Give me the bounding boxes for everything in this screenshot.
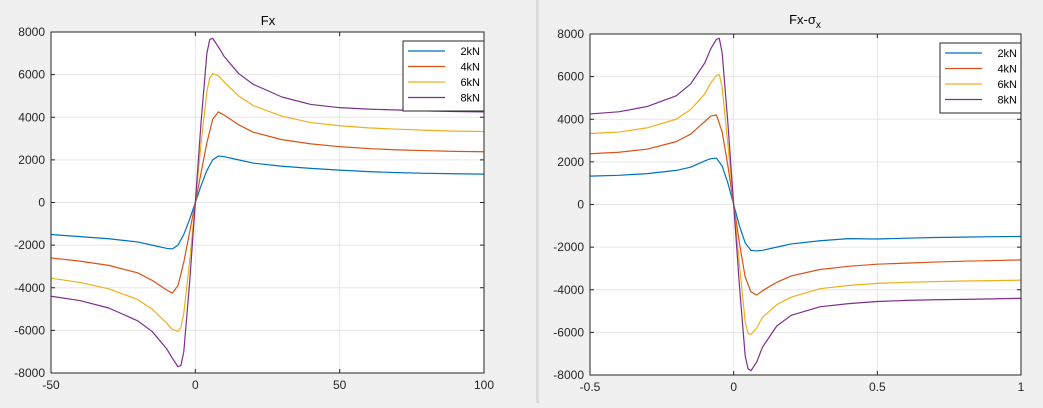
legend-box bbox=[402, 40, 485, 112]
y-tick-label: 0 bbox=[38, 196, 45, 210]
y-tick-label: -6000 bbox=[553, 325, 584, 339]
y-tick-label: -6000 bbox=[14, 323, 45, 337]
y-tick-label: 0 bbox=[577, 198, 584, 212]
y-tick-label: 4000 bbox=[18, 110, 45, 124]
legend-label: 8kN bbox=[460, 93, 480, 105]
x-tick-label: 100 bbox=[474, 378, 494, 392]
x-tick-label: -50 bbox=[42, 378, 60, 392]
y-tick-label: -2000 bbox=[14, 238, 45, 252]
y-tick-label: -2000 bbox=[553, 240, 584, 254]
figure-window-fx: -50 0 50 100 -8000 -6000 -4000 -2000 0 2000 4000 60… bbox=[14, 13, 495, 392]
legend-label: 6kN bbox=[997, 79, 1017, 91]
x-tick-label: 50 bbox=[333, 378, 347, 392]
x-tick-label: 0.5 bbox=[869, 380, 886, 394]
y-tick-label: 6000 bbox=[557, 70, 584, 84]
series-line-2kN bbox=[590, 157, 1021, 252]
legend-box bbox=[939, 42, 1022, 114]
y-tick-label: 2000 bbox=[18, 153, 45, 167]
x-tick-label: 0 bbox=[730, 380, 737, 394]
series-line-6kN bbox=[590, 73, 1021, 336]
chart-title-text: Fx bbox=[261, 13, 276, 28]
chart-fx: -50 0 50 100 -8000 -6000 -4000 -2000 0 2000 4000 60… bbox=[14, 13, 494, 392]
chart-title: Fx-σx bbox=[789, 12, 821, 31]
legend-label: 2kN bbox=[460, 46, 480, 58]
series-line-2kN bbox=[51, 155, 484, 250]
y-tick-label: 4000 bbox=[557, 112, 584, 126]
x-tick-label: 1 bbox=[1018, 380, 1025, 394]
x-tick-label: -0.5 bbox=[580, 380, 601, 394]
figure-divider bbox=[536, 0, 539, 403]
x-tick-label: 0 bbox=[192, 378, 199, 392]
series-group bbox=[590, 37, 1021, 372]
legend-label: 4kN bbox=[460, 62, 480, 74]
y-tick-label: -4000 bbox=[553, 283, 584, 297]
chart-title-subscript: x bbox=[816, 20, 821, 31]
legend-label: 6kN bbox=[460, 77, 480, 89]
y-tick-label: 2000 bbox=[557, 155, 584, 169]
y-tick-label: 8000 bbox=[557, 27, 584, 41]
series-line-8kN bbox=[51, 37, 484, 368]
series-line-6kN bbox=[51, 72, 484, 333]
legend-label: 4kN bbox=[997, 64, 1017, 76]
y-tick-label: 8000 bbox=[18, 25, 45, 39]
chart-title: Fx bbox=[261, 13, 276, 28]
y-tick-label: 6000 bbox=[18, 68, 45, 82]
figure-window-fx-sigma: -0.5 0 0.5 1 -8000 -6000 -4000 -2000 0 2000 4000 60… bbox=[539, 0, 1043, 403]
series-group bbox=[51, 37, 484, 368]
legend-label: 2kN bbox=[997, 48, 1017, 60]
y-tick-label: -8000 bbox=[14, 366, 45, 380]
series-line-4kN bbox=[590, 114, 1021, 296]
chart-title-text: Fx-σ bbox=[789, 12, 816, 27]
y-tick-label: -4000 bbox=[14, 281, 45, 295]
y-tick-label: -8000 bbox=[553, 368, 584, 382]
legend-label: 8kN bbox=[997, 95, 1017, 107]
series-line-8kN bbox=[590, 37, 1021, 372]
chart-fx-sigma-x: -0.5 0 0.5 1 -8000 -6000 -4000 -2000 0 2000 4000 60… bbox=[553, 12, 1025, 394]
series-line-4kN bbox=[51, 111, 484, 294]
